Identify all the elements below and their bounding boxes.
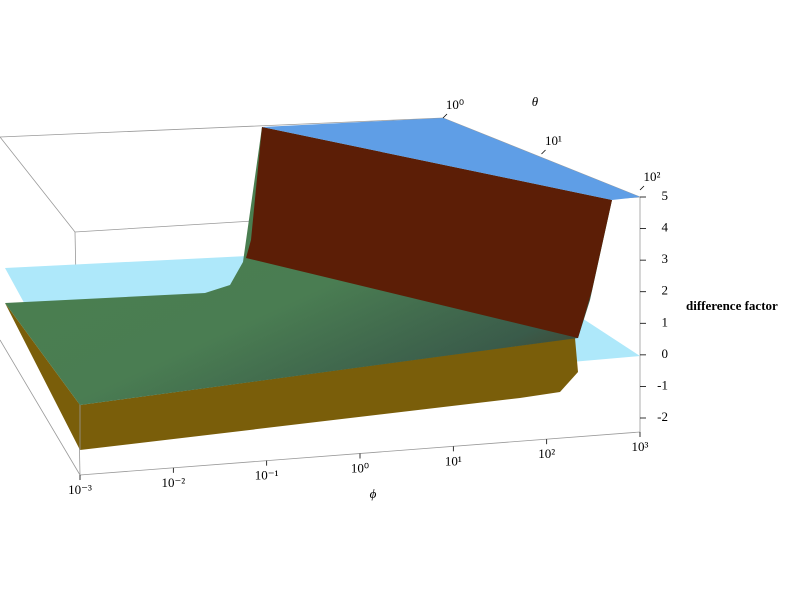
x-tick-label: 10⁻¹: [255, 468, 279, 483]
x-tick-label: 10¹: [445, 453, 462, 468]
x-axis-label: ϕ: [370, 486, 377, 501]
z-tick-label: 1: [662, 314, 669, 329]
y-tick: [442, 113, 448, 119]
z-tick-label: -2: [657, 409, 668, 424]
x-tick-label: 10⁰: [351, 460, 369, 475]
z-tick-label: 4: [662, 220, 669, 235]
x-tick-label: 10⁻²: [161, 475, 185, 490]
y-tick-label: 10⁰: [446, 97, 464, 112]
x-tick-label: 10⁻³: [68, 482, 92, 497]
surface-wall: [246, 127, 612, 338]
surface-plateau: [262, 118, 640, 200]
z-tick-label: 3: [662, 251, 669, 266]
y-axis-label: θ: [532, 94, 539, 109]
y-tick-label: 10²: [644, 169, 661, 184]
z-tick-label: -1: [657, 377, 668, 392]
surface: [5, 118, 640, 450]
y-tick: [639, 185, 645, 191]
z-axis-label: difference factor: [686, 298, 778, 313]
y-tick-label: 10¹: [545, 133, 562, 148]
z-tick-label: 5: [662, 188, 669, 203]
zero-plane-right: [578, 338, 640, 356]
y-tick: [541, 149, 546, 155]
x-tick-label: 10³: [632, 439, 649, 454]
z-tick-label: 2: [662, 283, 669, 298]
x-tick-label: 10²: [538, 446, 555, 461]
z-tick-label: 0: [662, 346, 669, 361]
